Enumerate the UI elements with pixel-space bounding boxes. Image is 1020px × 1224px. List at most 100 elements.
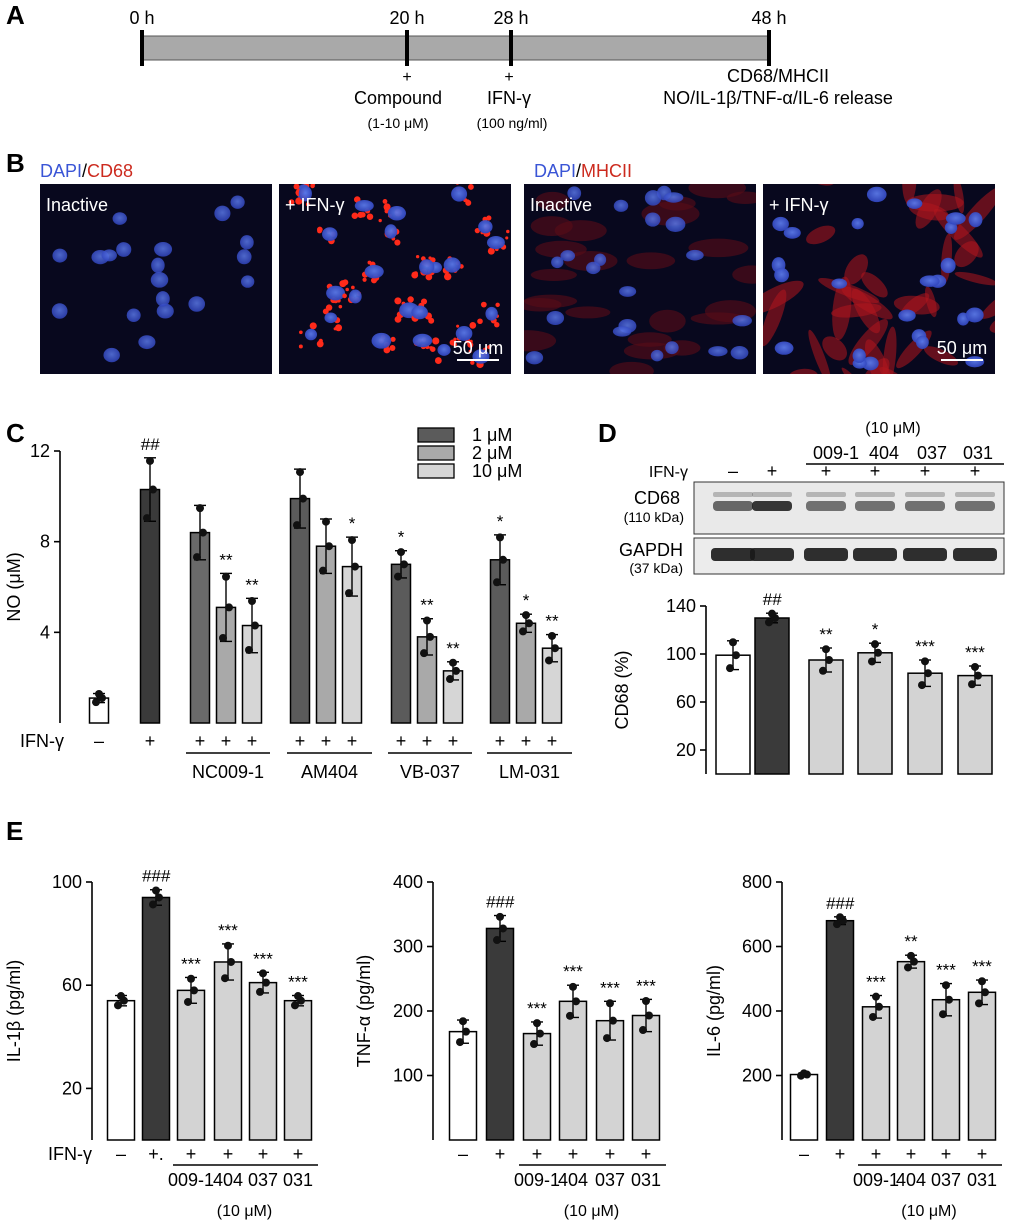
nucleus [326, 285, 346, 301]
cytoplasm-stain [859, 358, 890, 374]
data-point [259, 969, 267, 978]
y-tick-label: 100 [52, 872, 82, 892]
nucleus [116, 242, 132, 257]
panel-label-c: C [6, 418, 25, 448]
micrograph-content [763, 153, 995, 422]
nucleus [101, 249, 117, 262]
data-point [822, 645, 830, 654]
blot-band-faint [855, 492, 895, 497]
cd68-puncta [288, 199, 295, 206]
blot-band-faint [806, 492, 846, 497]
bar [631, 1014, 661, 1141]
ifn-sign: + [532, 1144, 543, 1164]
ifn-sign: + [186, 1144, 197, 1164]
compound-label: 009-1 [514, 1170, 560, 1190]
timeline-bar [141, 35, 770, 61]
compound-label: 404 [213, 1170, 243, 1190]
ifn-sign: + [295, 731, 306, 751]
cd68-puncta [434, 357, 442, 364]
nucleus [387, 205, 406, 221]
data-point [639, 1026, 647, 1035]
cytoplasm-stain [856, 153, 871, 182]
group-label: LM-031 [499, 762, 560, 782]
data-point [768, 609, 776, 618]
significance-marker: * [349, 514, 356, 533]
cd68-puncta [429, 346, 434, 350]
nucleus [586, 261, 601, 275]
ifn-sign: + [821, 461, 832, 481]
data-point [499, 924, 507, 933]
nucleus [240, 275, 255, 288]
nucleus [322, 227, 338, 241]
ifn-row-label: IFN-γ [20, 731, 64, 751]
bar [189, 531, 211, 724]
cytoplasm-stain [808, 329, 832, 374]
blot-conc: (10 μM) [865, 420, 920, 437]
cytoplasm-stain [788, 368, 819, 374]
compound-label: 037 [595, 1170, 625, 1190]
bar [248, 981, 278, 1141]
y-tick-label: 100 [666, 644, 696, 664]
compound-label: 404 [896, 1170, 926, 1190]
western-blots [693, 481, 1005, 575]
cd68-puncta [298, 344, 303, 349]
data-point [496, 912, 504, 921]
legend-label: 10 μM [472, 461, 522, 481]
blot-band-faint [713, 492, 753, 497]
ifn-sign: + [293, 1144, 304, 1164]
ifn-sign: + [396, 731, 407, 751]
significance-marker: *** [253, 949, 273, 968]
data-point [981, 988, 989, 997]
data-point [456, 1038, 464, 1047]
ifn-sign: + [247, 731, 258, 751]
data-point [400, 560, 408, 569]
significance-marker: *** [218, 921, 238, 940]
nucleus [412, 333, 433, 348]
significance-marker: ** [245, 575, 259, 594]
data-point [462, 1027, 470, 1036]
micrographs: Inactive + IFN-γ 50 μm Inactive + IFN-γ 50 μm [40, 153, 995, 422]
nucleus [156, 303, 174, 319]
data-point [299, 494, 307, 503]
scale-bar-label: 50 μm [453, 338, 503, 358]
data-point [193, 553, 201, 562]
blot-ifn-label: IFN-γ [649, 464, 688, 481]
bar [522, 1032, 552, 1141]
data-point [251, 621, 259, 630]
cd68-puncta [305, 202, 310, 207]
micrograph: Inactive [40, 184, 272, 374]
blot-band [752, 501, 792, 511]
cytoplasm-stain [841, 286, 893, 320]
cytoplasm-stain [906, 193, 964, 212]
cd68-puncta [383, 203, 391, 211]
panel-e: E 20 60 100 IL-1β (pg/ml) ### *** *** *** *** IFN… [4, 816, 1002, 1220]
data-point [942, 981, 950, 990]
nucleus [965, 307, 984, 323]
nucleus [708, 346, 728, 357]
bar [957, 674, 993, 775]
ifn-row-label: IFN-γ [48, 1144, 92, 1164]
data-point [149, 485, 157, 494]
cd68-puncta [470, 360, 475, 365]
event-compound-conc: (1-10 μM) [368, 115, 429, 131]
cd68-puncta [362, 277, 367, 282]
cytoplasm-stain [981, 281, 995, 319]
cd68-puncta [394, 297, 402, 305]
compound-label: 031 [631, 1170, 661, 1190]
data-point [765, 618, 773, 627]
cytoplasm-stain [811, 390, 849, 422]
ifn-sign: + [223, 1144, 234, 1164]
event-compound: Compound [354, 88, 442, 108]
data-point [975, 999, 983, 1008]
data-point [256, 987, 264, 996]
data-point [499, 555, 507, 564]
nucleus [944, 221, 958, 234]
nucleus [364, 264, 384, 279]
compound-label: 037 [248, 1170, 278, 1190]
micrograph-content [524, 184, 756, 374]
data-point [452, 666, 460, 675]
nucleus [324, 312, 338, 324]
nucleus [783, 227, 801, 239]
panel-e-il1b-chart: 20 60 100 IL-1β (pg/ml) ### *** *** *** *** IFN-γ… [4, 867, 318, 1220]
